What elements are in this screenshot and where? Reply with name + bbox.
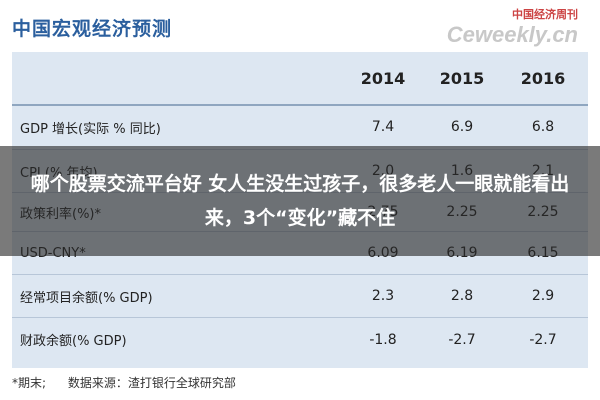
row-label: GDP 增长(实际 % 同比) bbox=[20, 121, 161, 137]
footnote: *期末; 数据来源：渣打银行全球研究部 bbox=[12, 374, 254, 391]
overlay-banner[interactable]: 哪个股票交流平台好 女人生没生过孩子，很多老人一眼就能看出来，3个“变化”藏不住 bbox=[0, 146, 600, 256]
cell-value: 6.9 bbox=[450, 119, 474, 135]
row-label: 财政余额(% GDP) bbox=[20, 334, 127, 349]
column-header: 2015 bbox=[439, 68, 485, 88]
cell-value: 2.3 bbox=[371, 288, 395, 304]
cell-value: 2.9 bbox=[531, 288, 555, 304]
cell-value: 7.4 bbox=[371, 119, 395, 135]
header-row: 2014 2015 2016 bbox=[12, 52, 588, 106]
footnote-source: 数据来源：渣打银行全球研究部 bbox=[67, 376, 236, 390]
table-row: GDP 增长(实际 % 同比) 7.4 6.9 6.8 bbox=[12, 105, 588, 150]
title: 中国宏观经济预测 bbox=[12, 18, 173, 40]
cell-value: 2.8 bbox=[450, 288, 474, 304]
watermark-top: 中国经济周刊 bbox=[512, 8, 578, 21]
column-header: 2016 bbox=[520, 68, 566, 88]
cell-value: 6.8 bbox=[531, 119, 555, 135]
row-label: 经常项目余额(% GDP) bbox=[20, 290, 153, 306]
cell-value: -1.8 bbox=[369, 331, 397, 348]
footnote-note: *期末; bbox=[12, 376, 47, 390]
overlay-text[interactable]: 哪个股票交流平台好 女人生没生过孩子，很多老人一眼就能看出来，3个“变化”藏不住 bbox=[30, 173, 570, 229]
cell-value: -2.7 bbox=[529, 331, 557, 348]
table-row: 财政余额(% GDP) -1.8 -2.7 -2.7 bbox=[12, 318, 588, 361]
column-header: 2014 bbox=[360, 68, 406, 88]
cell-value: -2.7 bbox=[448, 331, 476, 348]
table-row: 经常项目余额(% GDP) 2.3 2.8 2.9 bbox=[12, 275, 588, 318]
watermark-text: Ceweekly.cn bbox=[446, 22, 578, 47]
watermark: 中国经济周刊 Ceweekly.cn bbox=[447, 6, 578, 48]
